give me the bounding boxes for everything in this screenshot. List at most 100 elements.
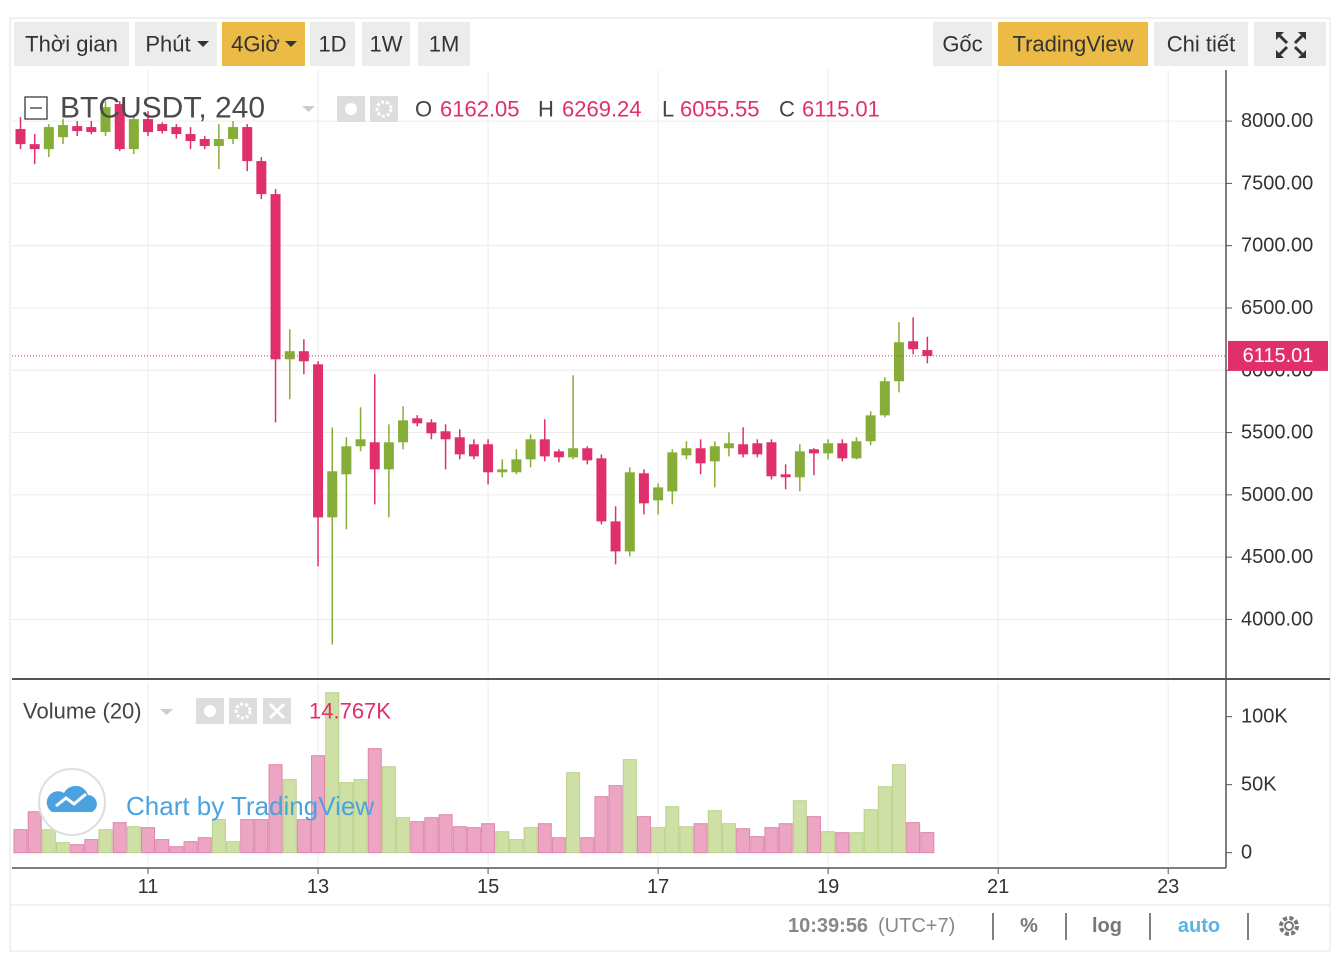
volume-bar — [481, 823, 496, 854]
volume-bar — [381, 766, 396, 854]
candle-body — [695, 448, 706, 464]
watermark-text: Chart by TradingView — [126, 791, 374, 821]
volume-bar — [693, 823, 708, 854]
volume-bar — [70, 844, 85, 854]
y-tick-label: 5000.00 — [1241, 484, 1313, 506]
candle-body — [369, 442, 380, 470]
button-label: 1M — [429, 32, 460, 57]
toolbar-button[interactable]: Thời gian — [14, 22, 129, 66]
volume-bar — [282, 779, 297, 854]
volume-bar — [41, 829, 56, 854]
volume-bar — [566, 772, 581, 854]
x-tick-label: 17 — [647, 876, 669, 898]
volume-bar — [466, 827, 481, 854]
volume-bar — [821, 831, 836, 854]
y-tick-label: 4000.00 — [1241, 608, 1313, 630]
volume-bar — [226, 841, 241, 854]
volume-tick-label: 100K — [1241, 706, 1288, 728]
candle-body — [454, 437, 465, 455]
dropdown-caret — [197, 41, 209, 47]
fullscreen-button[interactable] — [1254, 22, 1326, 66]
volume-bar — [126, 826, 141, 854]
volume-bar — [155, 839, 170, 854]
x-tick-label: 15 — [477, 876, 499, 898]
volume-bar — [679, 826, 694, 854]
candle-body — [270, 194, 281, 360]
candle-body — [823, 443, 834, 454]
volume-bar — [183, 841, 198, 854]
button-label: 4Giờ — [231, 32, 280, 57]
candle-body — [908, 341, 919, 350]
log-toggle[interactable]: log — [1092, 915, 1122, 937]
candle-body — [865, 415, 876, 442]
y-tick-label: 5500.00 — [1241, 422, 1313, 444]
button-label: Gốc — [942, 32, 982, 57]
toolbar-button[interactable]: 1D — [310, 22, 355, 66]
settings-gear[interactable] — [1279, 916, 1299, 936]
candle-body — [143, 119, 154, 133]
volume-bar — [169, 846, 184, 854]
x-tick-label: 21 — [987, 876, 1009, 898]
candle-body — [837, 443, 848, 459]
high-value: 6269.24 — [562, 97, 642, 122]
high-letter: H — [538, 97, 554, 122]
candle-body — [426, 422, 437, 434]
volume-bar — [806, 816, 821, 854]
toolbar-button[interactable]: Gốc — [933, 22, 992, 66]
volume-bar — [636, 816, 651, 854]
candle-body — [412, 418, 423, 424]
candle-body — [794, 451, 805, 478]
candle-body — [228, 127, 239, 140]
low-value: 6055.55 — [680, 97, 760, 122]
volume-bar — [353, 779, 368, 854]
candle-body — [766, 442, 777, 477]
button-bg — [933, 22, 992, 66]
volume-value: 14.767K — [309, 699, 391, 724]
dropdown-caret — [285, 41, 297, 47]
volume-bar — [509, 839, 524, 854]
button-label: Thời gian — [25, 32, 118, 57]
close-letter: C — [779, 97, 795, 122]
y-tick-label: 6500.00 — [1241, 297, 1313, 319]
candle-body — [284, 351, 295, 360]
x-tick-label: 23 — [1157, 876, 1179, 898]
toolbar-button[interactable]: 1W — [362, 22, 410, 66]
settings-button[interactable] — [370, 96, 398, 122]
toolbar-button[interactable]: TradingView — [998, 22, 1148, 66]
volume-bar — [438, 814, 453, 854]
candle-body — [398, 420, 409, 443]
auto-toggle[interactable]: auto — [1178, 915, 1220, 937]
volume-bar — [240, 819, 255, 854]
volume-bar — [13, 829, 28, 854]
candle-body — [738, 444, 749, 455]
x-tick-label: 19 — [817, 876, 839, 898]
settings-button[interactable] — [229, 698, 257, 724]
candle-body — [157, 124, 168, 132]
volume-bar — [325, 692, 340, 854]
candle-body — [483, 444, 494, 473]
button-label: Phút — [145, 32, 190, 57]
candle-body — [43, 127, 54, 150]
toolbar-button[interactable]: Phút — [135, 22, 217, 66]
toolbar-button[interactable]: Chi tiết — [1154, 22, 1248, 66]
candle-body — [568, 448, 579, 458]
candle-body — [355, 439, 366, 447]
candle-body — [624, 472, 635, 552]
button-bg — [418, 22, 470, 66]
volume-bar — [112, 822, 127, 854]
candle-body — [525, 439, 536, 460]
volume-bar — [863, 809, 878, 854]
candle-body — [327, 471, 338, 518]
button-label: Chi tiết — [1167, 32, 1235, 57]
toolbar-button[interactable]: 1M — [418, 22, 470, 66]
candle-body — [242, 127, 253, 162]
price-legend: BTCUSDT, 240 O 6162.05 H 6269.24 L 6055.… — [24, 92, 880, 125]
volume-bar — [424, 817, 439, 854]
candle-body — [667, 452, 678, 492]
toolbar-button[interactable]: 4Giờ — [222, 22, 305, 66]
candle-body — [879, 381, 890, 416]
watermark[interactable]: Chart by TradingView — [38, 768, 374, 836]
candle-body — [582, 448, 593, 461]
button-label: TradingView — [1012, 32, 1133, 57]
percent-toggle[interactable]: % — [1020, 915, 1038, 937]
